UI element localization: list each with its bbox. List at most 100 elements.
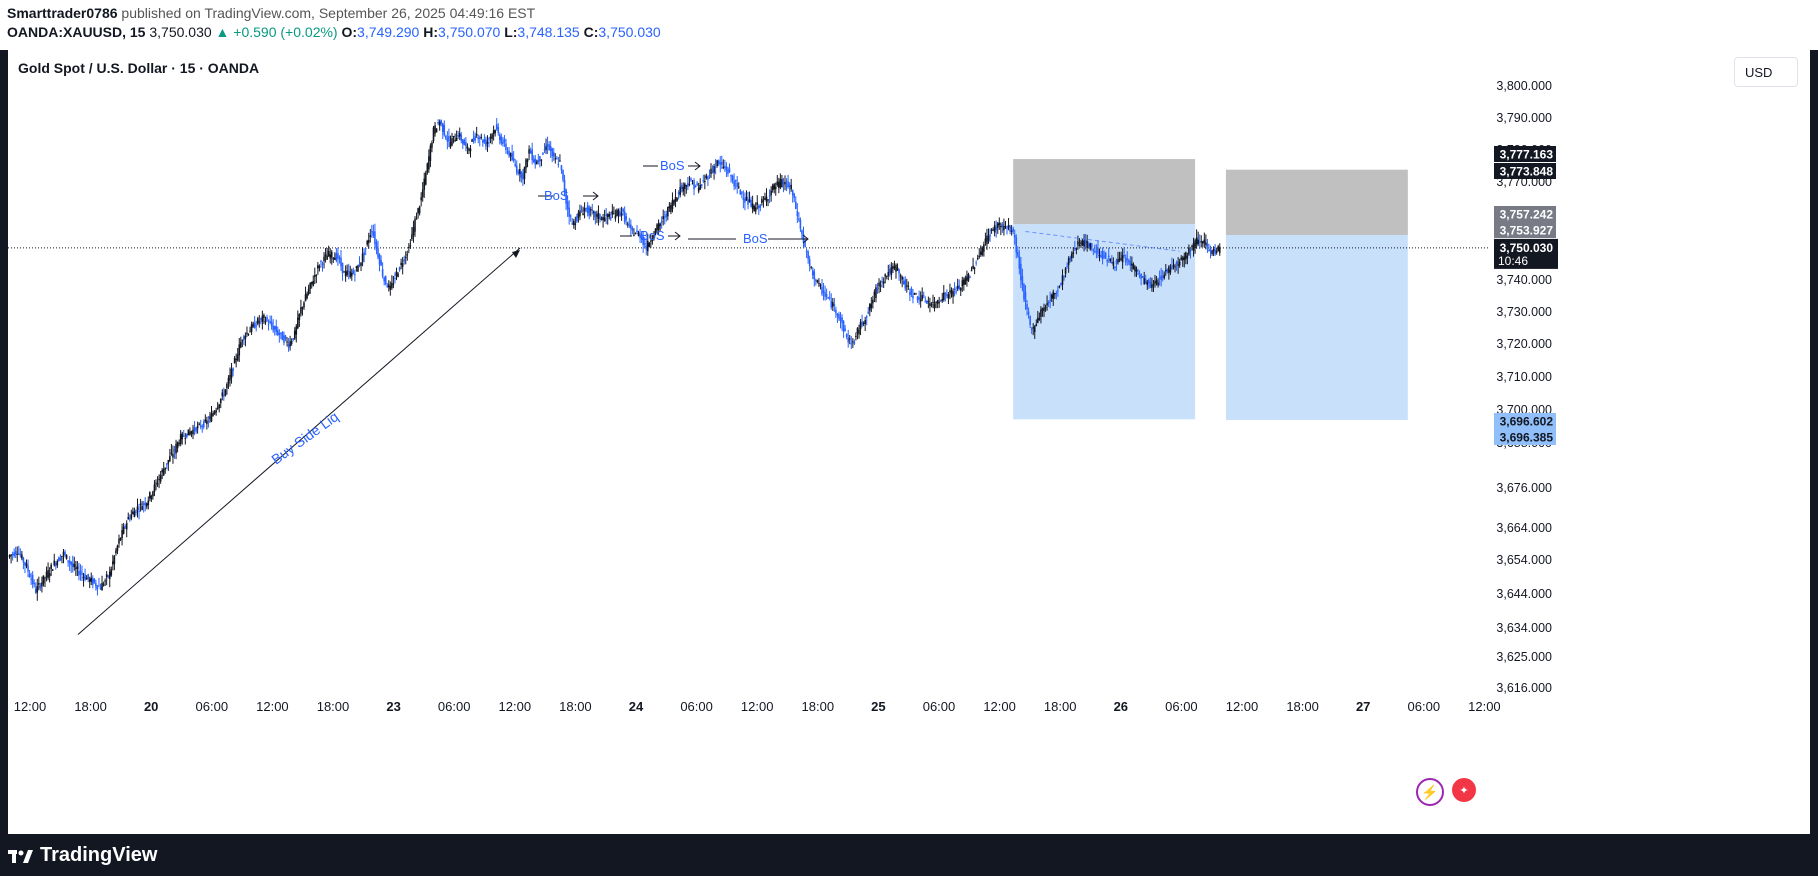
candle [349, 265, 352, 279]
candle [643, 237, 646, 248]
candle-body [1203, 239, 1206, 243]
candle-body [480, 136, 483, 138]
candle-body [708, 175, 711, 177]
candle-body [781, 178, 783, 188]
lightning-icon[interactable]: ⚡ [1416, 778, 1444, 806]
candle [99, 583, 102, 590]
us-flag-icon[interactable]: ✦ [1452, 778, 1476, 802]
candle-body [184, 438, 187, 440]
candle [1047, 300, 1050, 308]
candle [1078, 238, 1081, 247]
candle [802, 226, 805, 249]
candle-body [87, 574, 89, 579]
candle-body [1103, 255, 1105, 257]
candle [574, 216, 577, 230]
candle-body [946, 294, 948, 296]
symbol-label[interactable]: OANDA:XAUUSD, 15 [7, 24, 146, 40]
candle [1164, 263, 1167, 276]
candle [226, 382, 228, 395]
candle [794, 196, 797, 210]
candle [791, 189, 794, 203]
candle-body [175, 443, 177, 454]
candle-body [662, 216, 665, 220]
price-badge: 3,773.848 [1494, 163, 1556, 179]
candle-body [882, 281, 885, 284]
candle [551, 147, 554, 163]
candle-body [825, 294, 828, 297]
candle-body [855, 335, 857, 337]
candle [1104, 251, 1107, 259]
candle [773, 182, 776, 194]
candle-body [369, 235, 372, 238]
candle [889, 264, 891, 277]
candle-body [122, 526, 125, 534]
candle [414, 216, 416, 237]
candle [256, 316, 259, 326]
low-value: 3,748.135 [517, 24, 580, 40]
candle-body [25, 563, 28, 567]
candle [267, 319, 270, 331]
candle-body [628, 224, 631, 226]
candle [1134, 265, 1136, 277]
tradingview-logo[interactable]: TradingView [8, 844, 157, 867]
candle [340, 250, 342, 271]
candle [119, 537, 122, 542]
candle [710, 163, 712, 179]
candle [921, 287, 924, 302]
candle [377, 240, 379, 260]
price-badge-label: 3,696.602 [1500, 415, 1554, 429]
candle-body [1067, 258, 1070, 265]
candle-body [144, 502, 147, 506]
candle [309, 282, 311, 295]
candle [966, 270, 968, 287]
candle-body [195, 427, 197, 432]
candle [583, 202, 586, 219]
candle [1127, 258, 1130, 265]
candle [287, 338, 290, 352]
candle-body [1100, 255, 1102, 258]
candle [926, 299, 928, 304]
candle [150, 494, 153, 503]
candle-body [878, 282, 880, 287]
candle-body [745, 196, 748, 201]
candle [397, 272, 399, 278]
candle-body [699, 185, 702, 190]
candle-body [457, 134, 459, 137]
candle-body [912, 295, 914, 299]
candle [50, 562, 52, 576]
candle [693, 178, 695, 196]
chart-area[interactable]: Buy Side Liq BoS BoS BoS BoS 12:00 18:00 20 06:0… [8, 50, 1810, 834]
candle [947, 291, 950, 305]
candle [687, 177, 689, 191]
candle-body [529, 150, 532, 154]
y-tick-label: 3,654.000 [1496, 553, 1552, 567]
candle [816, 279, 819, 284]
candle-body [704, 181, 706, 183]
currency-button[interactable]: USD [1734, 57, 1798, 87]
candle-body [411, 234, 413, 239]
candle [778, 177, 780, 194]
candle-body [634, 233, 637, 235]
candle [1185, 251, 1187, 265]
candle-body [255, 325, 258, 327]
price-badge: 3,753.927 [1494, 222, 1556, 238]
candle-body [608, 213, 611, 217]
candle-body [244, 335, 247, 340]
candle-body [693, 180, 695, 190]
candle [115, 547, 117, 556]
candle [543, 143, 546, 154]
candle-body [611, 210, 614, 215]
x-tick-label: 23 [386, 699, 400, 714]
candle-body [51, 569, 54, 571]
author-name[interactable]: Smarttrader0786 [7, 5, 118, 21]
candle [361, 247, 364, 267]
candle [657, 219, 660, 235]
candle-body [1169, 269, 1172, 273]
candle [1010, 225, 1013, 236]
candle [1117, 251, 1119, 265]
candle-body [540, 159, 543, 161]
candle [494, 129, 496, 137]
candle-body [206, 420, 208, 424]
candle-body [938, 302, 940, 304]
